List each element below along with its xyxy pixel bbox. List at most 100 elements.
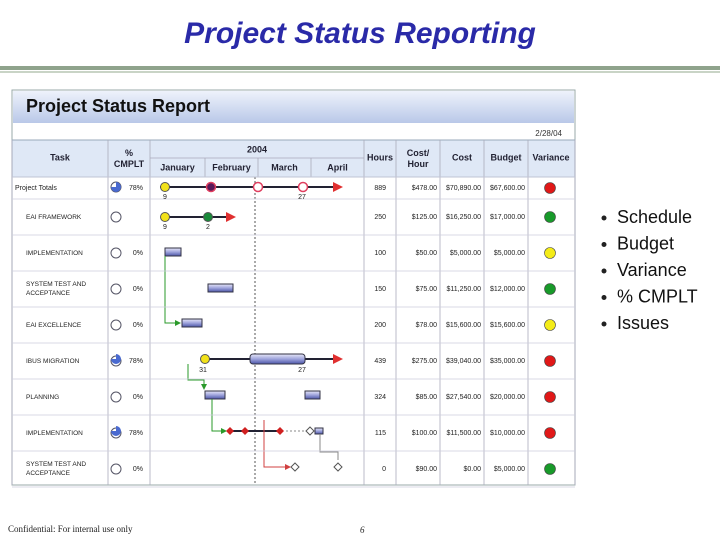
progress-icon bbox=[110, 463, 122, 475]
variance-light bbox=[544, 427, 556, 439]
task-name: Project Totals bbox=[15, 184, 57, 192]
header: Variance bbox=[532, 152, 569, 162]
bullet bbox=[601, 321, 607, 327]
cost: $27,540.00 bbox=[446, 394, 481, 401]
cost-per-hour: $100.00 bbox=[412, 430, 437, 437]
task-name-box: Project Totals bbox=[15, 184, 57, 192]
hours: 115 bbox=[375, 430, 386, 437]
variance-light bbox=[544, 391, 556, 403]
task-name: IBUS MIGRATION bbox=[26, 357, 80, 365]
task-bar bbox=[204, 390, 226, 400]
cost: $16,250.00 bbox=[446, 214, 481, 221]
cost: $11,500.00 bbox=[446, 430, 481, 437]
footer: Confidential: For internal use only bbox=[8, 524, 133, 534]
cost: $11,250.00 bbox=[446, 286, 481, 293]
header-box: % CMPLT bbox=[113, 147, 145, 169]
variance-light bbox=[544, 463, 556, 475]
task-name: EAI EXCELLENCE bbox=[26, 321, 82, 329]
dependency bbox=[187, 364, 207, 390]
hours: 100 bbox=[374, 250, 386, 257]
header: % CMPLT bbox=[113, 147, 145, 169]
budget: $12,000.00 bbox=[490, 286, 525, 293]
cost: $70,890.00 bbox=[446, 185, 481, 192]
slide-title: Project Status Reporting bbox=[184, 17, 536, 50]
cost-per-hour: $125.00 bbox=[412, 214, 437, 221]
task-name-box: SYSTEM TEST AND ACCEPTANCE bbox=[26, 461, 86, 477]
gantt bbox=[160, 181, 343, 472]
variance-light bbox=[544, 211, 556, 223]
arrow bbox=[226, 212, 236, 222]
budget: $67,600.00 bbox=[490, 185, 525, 192]
report-header bbox=[13, 91, 574, 123]
variance-light bbox=[544, 283, 556, 295]
percent-complete: 0% bbox=[133, 250, 143, 257]
dependency bbox=[263, 420, 291, 470]
task-bar bbox=[207, 283, 234, 293]
percent-complete: 0% bbox=[133, 322, 143, 329]
arrow bbox=[333, 354, 343, 364]
header: 2004 bbox=[247, 144, 267, 154]
progress-icon bbox=[111, 354, 121, 364]
variance-light bbox=[544, 355, 556, 367]
variance-light bbox=[544, 182, 556, 194]
variance-light bbox=[544, 247, 556, 259]
variance-light bbox=[544, 319, 556, 331]
hours: 439 bbox=[374, 358, 386, 365]
bullet bbox=[601, 215, 607, 221]
dependency bbox=[319, 434, 339, 460]
page-number: 6 bbox=[360, 525, 365, 535]
task-name-box: PLANNING bbox=[26, 394, 59, 401]
cost: $0.00 bbox=[463, 466, 481, 473]
task-name-box: IMPLEMENTATION bbox=[26, 249, 83, 257]
arrow bbox=[333, 182, 343, 192]
header: February bbox=[212, 162, 251, 172]
task-name-box: IBUS MIGRATION bbox=[26, 357, 80, 365]
percent-complete: 0% bbox=[133, 466, 143, 473]
progress-icon bbox=[110, 211, 122, 223]
cost-per-hour: $85.00 bbox=[416, 394, 438, 401]
milestone bbox=[297, 181, 309, 193]
task-bar bbox=[181, 318, 203, 328]
milestone bbox=[252, 181, 264, 193]
progress-icon bbox=[111, 426, 121, 436]
task-name: IMPLEMENTATION bbox=[26, 249, 83, 257]
task-bar bbox=[164, 247, 182, 257]
bullet-text: Budget bbox=[617, 233, 674, 253]
task-name: SYSTEM TEST AND ACCEPTANCE bbox=[26, 281, 87, 297]
table-header bbox=[11, 139, 576, 178]
milestone bbox=[200, 354, 210, 364]
progress-icon bbox=[110, 391, 122, 403]
percent-complete: 78% bbox=[129, 430, 143, 437]
budget: $15,600.00 bbox=[490, 322, 525, 329]
header: Cost/ Hour bbox=[406, 147, 430, 169]
milestone bbox=[160, 182, 170, 192]
progress-icon bbox=[110, 319, 122, 331]
date-label: 9 bbox=[163, 194, 167, 201]
cost-per-hour: $78.00 bbox=[416, 322, 438, 329]
task-name-box: EAI EXCELLENCE bbox=[26, 321, 82, 329]
date-label: 27 bbox=[298, 194, 306, 201]
cost-per-hour: $275.00 bbox=[412, 358, 437, 365]
report-date: 2/28/04 bbox=[535, 129, 562, 138]
percent-complete: 78% bbox=[129, 185, 143, 192]
report-title: Project Status Report bbox=[26, 96, 210, 116]
bullet-text: Issues bbox=[617, 313, 669, 333]
date-label: 31 bbox=[199, 367, 207, 374]
bullet-text: Variance bbox=[617, 260, 687, 280]
cost-per-hour: $75.00 bbox=[416, 286, 438, 293]
bullet-text: % CMPLT bbox=[617, 286, 698, 306]
percent-complete: 0% bbox=[133, 286, 143, 293]
header: Cost bbox=[452, 152, 472, 162]
progress-icon bbox=[110, 283, 122, 295]
date-label: 2 bbox=[206, 224, 210, 231]
cost-per-hour: $478.00 bbox=[412, 185, 437, 192]
budget: $20,000.00 bbox=[490, 394, 525, 401]
header: Task bbox=[50, 152, 71, 162]
task-name: EAI FRAMEWORK bbox=[26, 213, 82, 221]
header-box: Cost/ Hour bbox=[406, 147, 430, 169]
task-name: IMPLEMENTATION bbox=[26, 429, 83, 437]
budget: $5,000.00 bbox=[494, 250, 525, 257]
budget: $35,000.00 bbox=[490, 358, 525, 365]
